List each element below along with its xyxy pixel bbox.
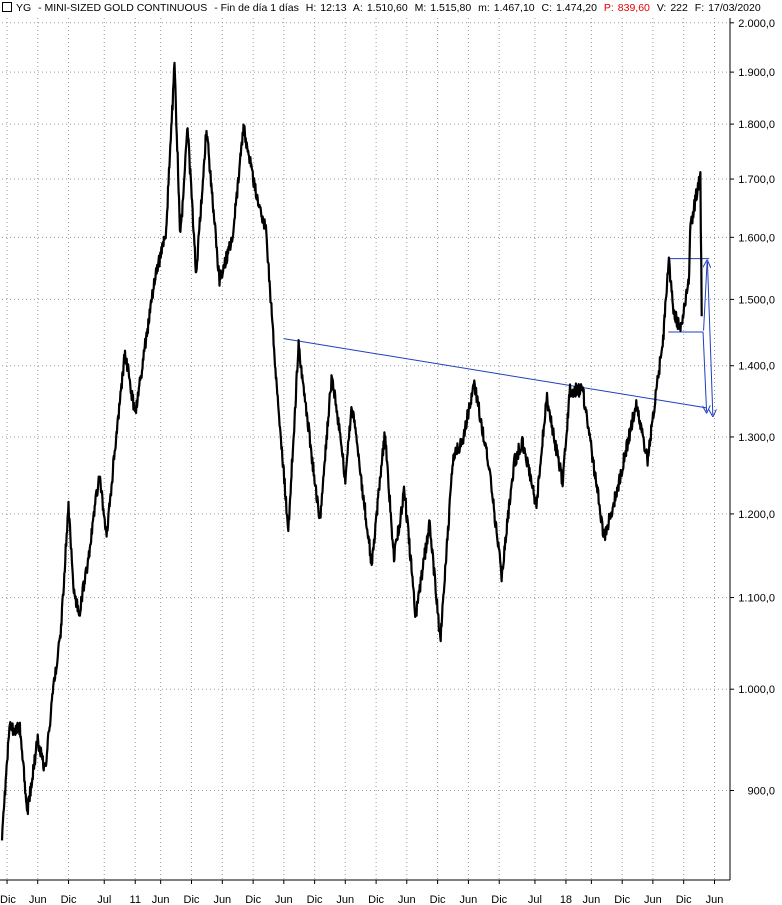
y-tick-label: 1.400,0 — [738, 361, 775, 373]
x-tick-label: Jun — [706, 894, 724, 905]
high-label: M: — [414, 2, 427, 14]
p-label: P: — [603, 2, 614, 14]
date-label: F: — [694, 2, 705, 14]
x-tick-label: Dic — [0, 894, 16, 905]
y-tick-label: 2.000,0 — [738, 18, 775, 30]
open-value: 1.510,60 — [366, 2, 408, 14]
x-tick-label: Dic — [368, 894, 384, 905]
x-tick-label: Jul — [528, 894, 542, 905]
y-tick-label: 1.100,0 — [738, 593, 775, 605]
x-tick-label: Jun — [152, 894, 170, 905]
x-tick-label: Jun — [336, 894, 354, 905]
y-tick-label: 1.500,0 — [738, 294, 775, 306]
price-series — [0, 61, 703, 841]
instrument-name: MINI-SIZED GOLD CONTINUOUS — [44, 2, 208, 14]
x-tick-label: Jun — [398, 894, 416, 905]
menu-square-icon[interactable] — [2, 2, 12, 13]
date-value: 17/03/2020 — [708, 2, 761, 14]
time-value: 12:13 — [320, 2, 347, 14]
low-label: m: — [478, 2, 490, 14]
x-tick-label: Dic — [491, 894, 507, 905]
y-tick-label: 1.000,0 — [738, 684, 775, 696]
y-axis: 900,0 1.000,0 1.100,0 1.200,0 1.300,0 1.400,0… — [729, 18, 775, 880]
price-line — [0, 61, 703, 841]
x-tick-label: Jun — [275, 894, 293, 905]
x-axis: Dic Jun Dic Jul 11 Jun Dic Jun Dic Jun Dic Jun Dic Ju… — [0, 879, 730, 905]
chart-header: YG - MINI-SIZED GOLD CONTINUOUS - Fin de… — [0, 0, 782, 16]
y-tick-label: 1.700,0 — [738, 174, 775, 186]
volume-value: 222 — [670, 2, 688, 14]
time-label: H: — [305, 2, 317, 14]
y-tick-label: 1.600,0 — [738, 232, 775, 244]
x-tick-label: Dic — [184, 894, 200, 905]
y-tick-label: 1.800,0 — [738, 119, 775, 131]
y-tick-label: 1.900,0 — [738, 67, 775, 79]
volume-label: V: — [656, 2, 667, 14]
x-tick-label: Dic — [676, 894, 692, 905]
close-label: C: — [541, 2, 553, 14]
y-tick-label: 1.200,0 — [738, 509, 775, 521]
x-tick-label: Dic — [430, 894, 446, 905]
x-tick-label: Dic — [245, 894, 261, 905]
y-tick-label: 1.300,0 — [738, 432, 775, 444]
low-value: 1.467,10 — [493, 2, 535, 14]
projection-arrow — [706, 261, 712, 415]
trendline — [283, 338, 707, 409]
x-tick-label: 11 — [130, 894, 141, 905]
y-tick-label: 900,0 — [747, 786, 775, 798]
projection-arrow — [704, 262, 708, 331]
x-tick-label: Jun — [213, 894, 231, 905]
x-tick-label: Dic — [61, 894, 77, 905]
high-value: 1.515,80 — [430, 2, 472, 14]
open-label: A: — [352, 2, 363, 14]
projection-arrow — [703, 331, 707, 411]
x-tick-label: Jun — [644, 894, 662, 905]
p-value: 839,60 — [617, 2, 650, 14]
close-value: 1.474,20 — [556, 2, 597, 14]
grid-lines — [2, 18, 730, 880]
symbol: YG — [16, 2, 32, 14]
x-tick-label: Jun — [29, 894, 47, 905]
x-tick-label: Jun — [460, 894, 478, 905]
x-tick-label: 18 — [560, 894, 572, 905]
x-tick-label: Dic — [307, 894, 323, 905]
period: Fin de día 1 días — [220, 2, 299, 14]
x-tick-label: Jun — [582, 894, 600, 905]
x-tick-label: Dic — [614, 894, 630, 905]
annotations — [283, 258, 713, 415]
x-tick-label: Jul — [97, 894, 111, 905]
